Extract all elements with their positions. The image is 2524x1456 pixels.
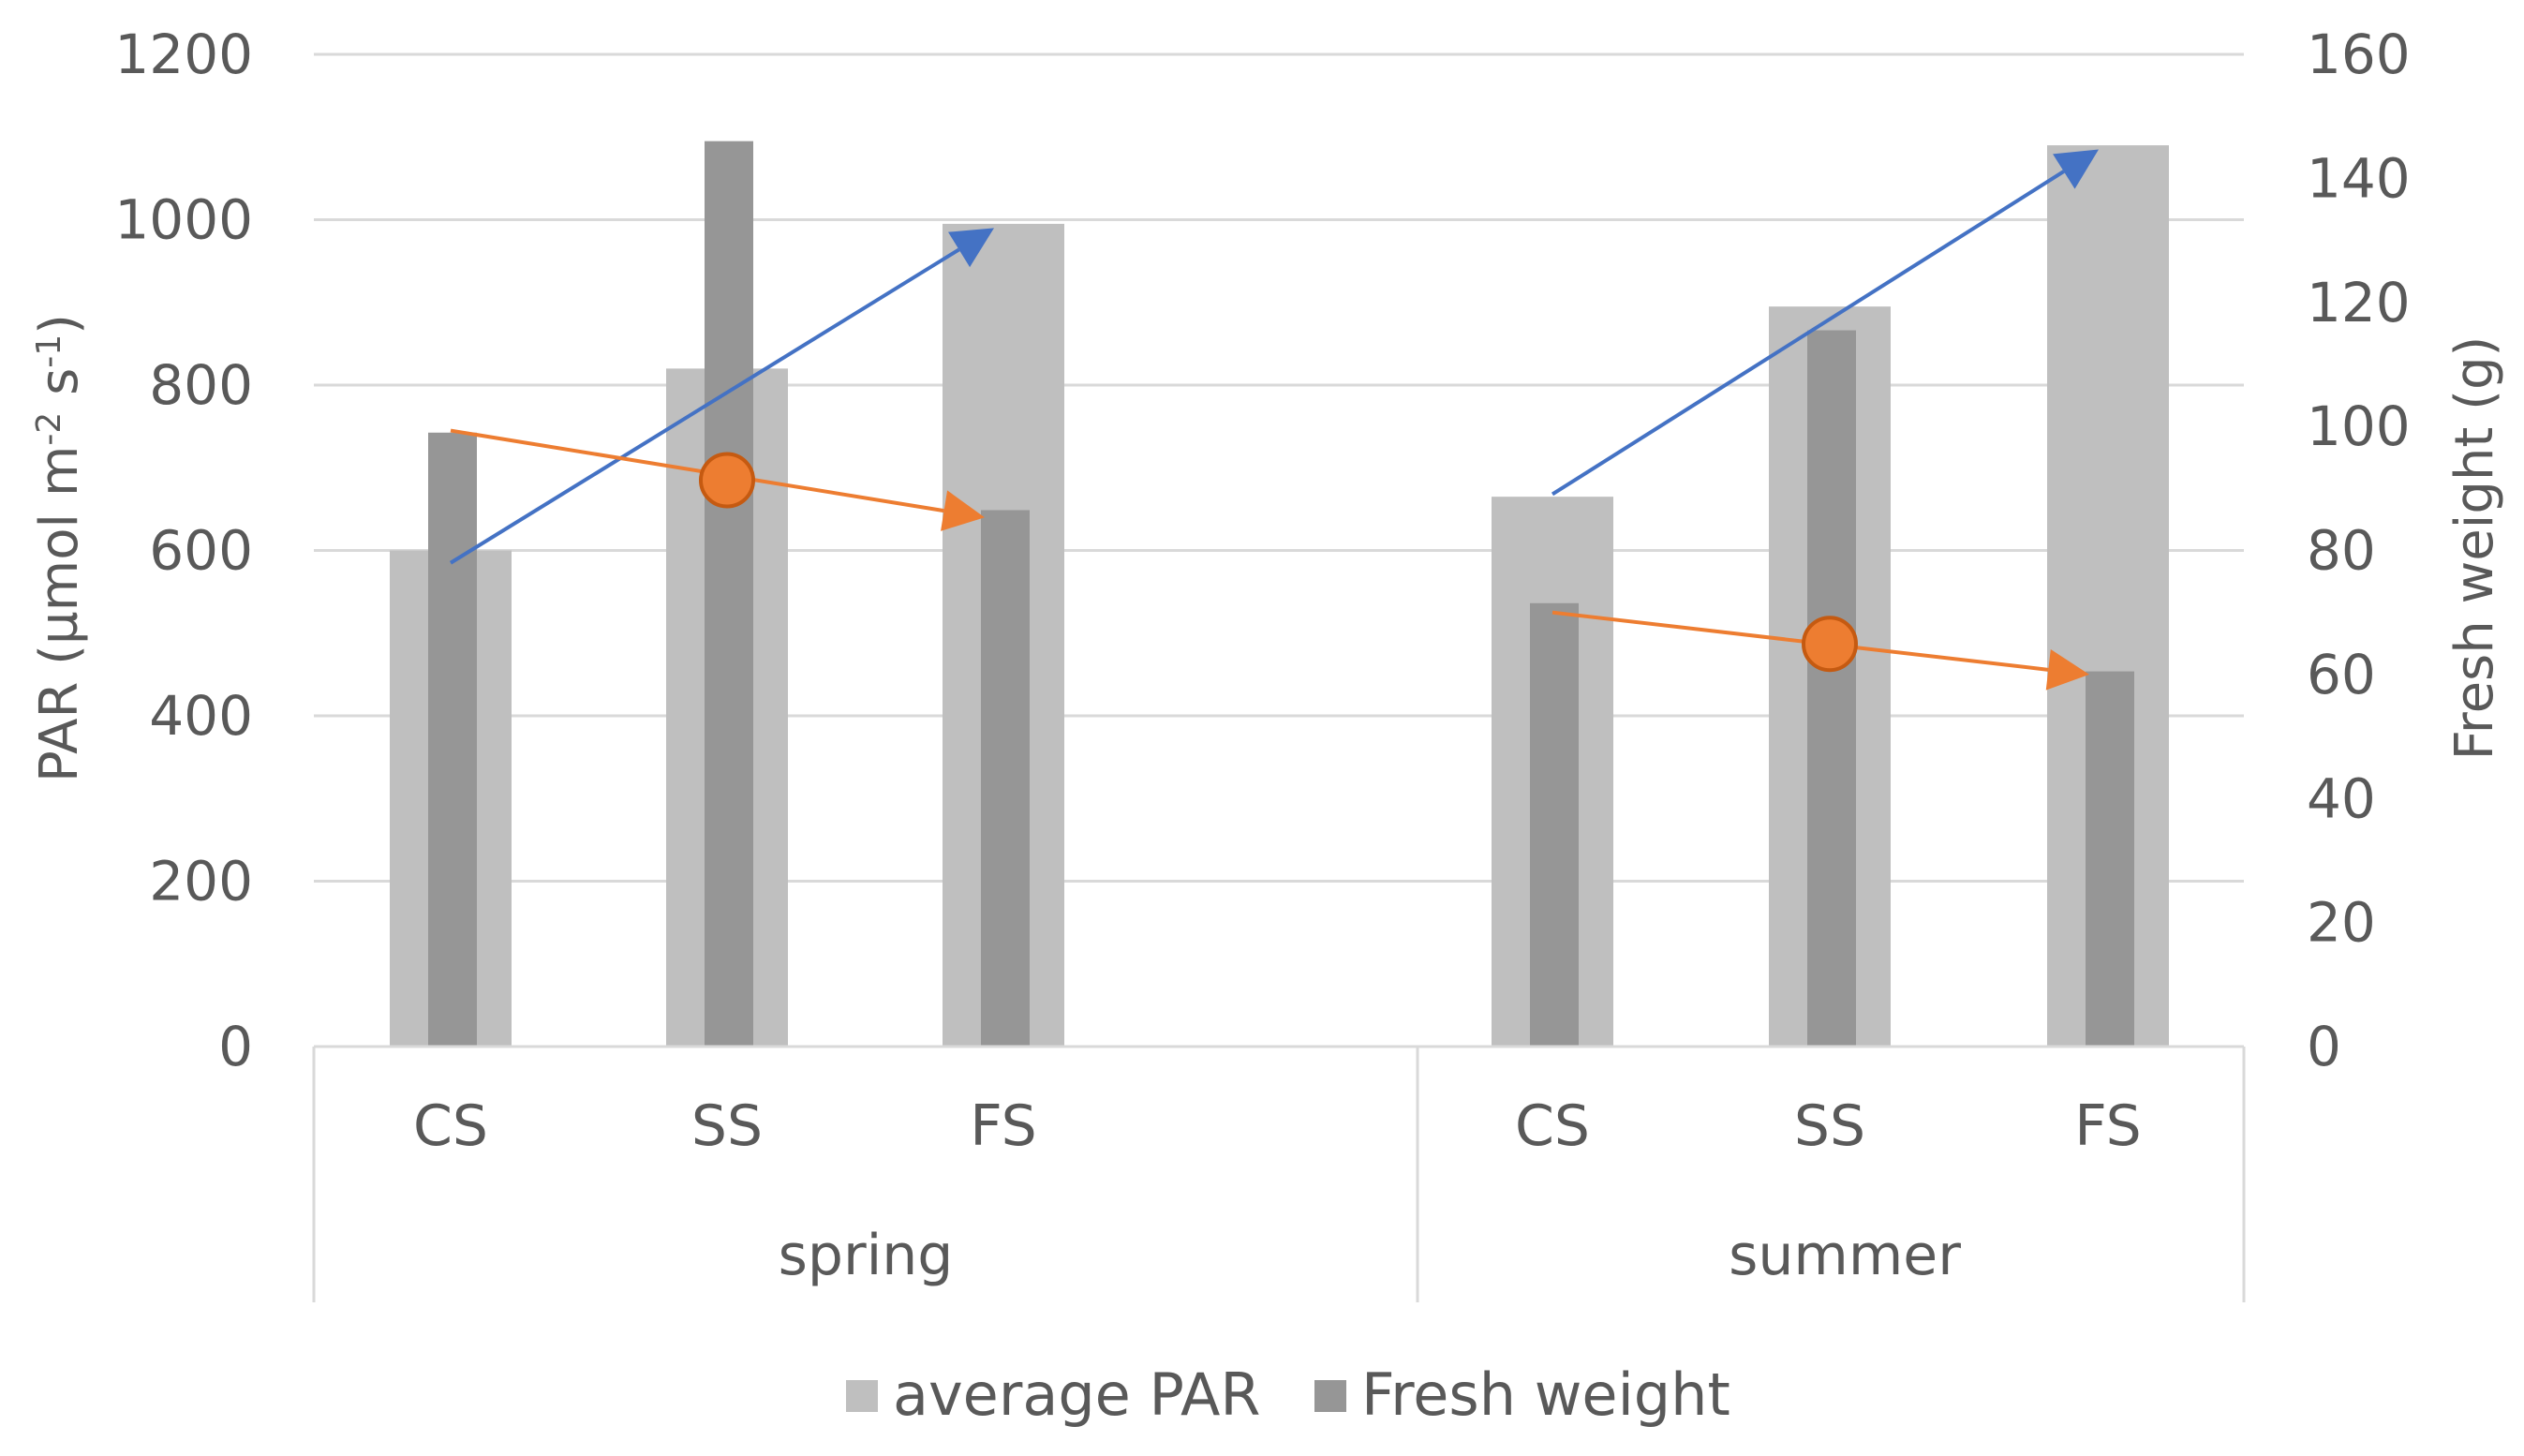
gridlines bbox=[314, 52, 2244, 883]
right-tick-label: 140 bbox=[2307, 146, 2411, 210]
trend-arrowhead-summer-3 bbox=[2045, 648, 2089, 691]
legend-label-fresh-weight: Fresh weight bbox=[1361, 1360, 1730, 1429]
left-axis-title: PAR (µmol m-2 s-1) bbox=[29, 314, 90, 782]
right-tick-label: 120 bbox=[2307, 271, 2411, 334]
left-tick-label: 0 bbox=[218, 1015, 253, 1078]
trend-arrowhead-summer-2 bbox=[2053, 149, 2099, 189]
left-tick-label: 400 bbox=[149, 684, 253, 748]
right-tick-label: 80 bbox=[2307, 519, 2376, 583]
left-tick-label: 600 bbox=[149, 519, 253, 583]
left-axis-ticks: 0 200 400 600 800 1000 1200 bbox=[114, 22, 253, 1078]
legend-swatch-average-par bbox=[846, 1380, 878, 1412]
axes bbox=[312, 1045, 2246, 1302]
right-axis-title: Fresh weight (g) bbox=[2444, 336, 2505, 761]
right-tick-label: 20 bbox=[2307, 891, 2376, 955]
category-label-summer-ss: SS bbox=[1794, 1093, 1865, 1159]
left-tick-label: 200 bbox=[149, 850, 253, 914]
bar-fresh-weight-spring-fs bbox=[981, 510, 1030, 1047]
bar-fresh-weight-summer-cs bbox=[1530, 602, 1579, 1047]
right-tick-label: 100 bbox=[2307, 394, 2411, 458]
trend-arrowhead-spring-0 bbox=[947, 228, 994, 268]
trend-arrowhead-spring-1 bbox=[941, 490, 985, 531]
right-tick-label: 0 bbox=[2307, 1015, 2341, 1078]
bar-fresh-weight-spring-cs bbox=[428, 432, 477, 1047]
bar-fresh-weight-summer-fs bbox=[2086, 671, 2134, 1047]
legend-label-average-par: average PAR bbox=[893, 1360, 1260, 1429]
category-label-summer-fs: FS bbox=[2074, 1093, 2142, 1159]
bar-fresh-weight-summer-ss bbox=[1807, 330, 1856, 1047]
trend-marker-spring bbox=[699, 452, 755, 509]
category-label-spring-fs: FS bbox=[970, 1093, 1037, 1159]
trend-line-spring-0 bbox=[449, 247, 960, 565]
trend-line-summer-3 bbox=[1552, 610, 2049, 672]
right-tick-label: 40 bbox=[2307, 766, 2376, 830]
trend-line-summer-2 bbox=[1551, 170, 2065, 497]
left-tick-label: 1200 bbox=[114, 22, 253, 86]
category-label-spring-cs: CS bbox=[413, 1093, 488, 1159]
group-label-spring: spring bbox=[779, 1223, 954, 1288]
category-label-summer-cs: CS bbox=[1515, 1093, 1590, 1159]
right-tick-label: 60 bbox=[2307, 643, 2376, 706]
left-tick-label: 800 bbox=[149, 353, 253, 417]
left-tick-label: 1000 bbox=[114, 188, 253, 252]
right-axis-ticks: 0 20 40 60 80 100 120 140 160 bbox=[2307, 22, 2411, 1078]
trend-marker-summer bbox=[1802, 616, 1858, 673]
category-label-spring-ss: SS bbox=[691, 1093, 763, 1159]
trend-line-spring-1 bbox=[450, 428, 944, 513]
trend-arrows bbox=[449, 149, 2099, 691]
bar-fresh-weight-spring-ss bbox=[705, 141, 753, 1047]
series-average-par bbox=[390, 145, 2169, 1047]
series-fresh-weight bbox=[428, 141, 2134, 1047]
legend: average PAR Fresh weight bbox=[846, 1360, 1730, 1429]
group-label-summer: summer bbox=[1729, 1223, 1961, 1288]
legend-swatch-fresh-weight bbox=[1314, 1380, 1346, 1412]
right-tick-label: 160 bbox=[2307, 22, 2411, 86]
